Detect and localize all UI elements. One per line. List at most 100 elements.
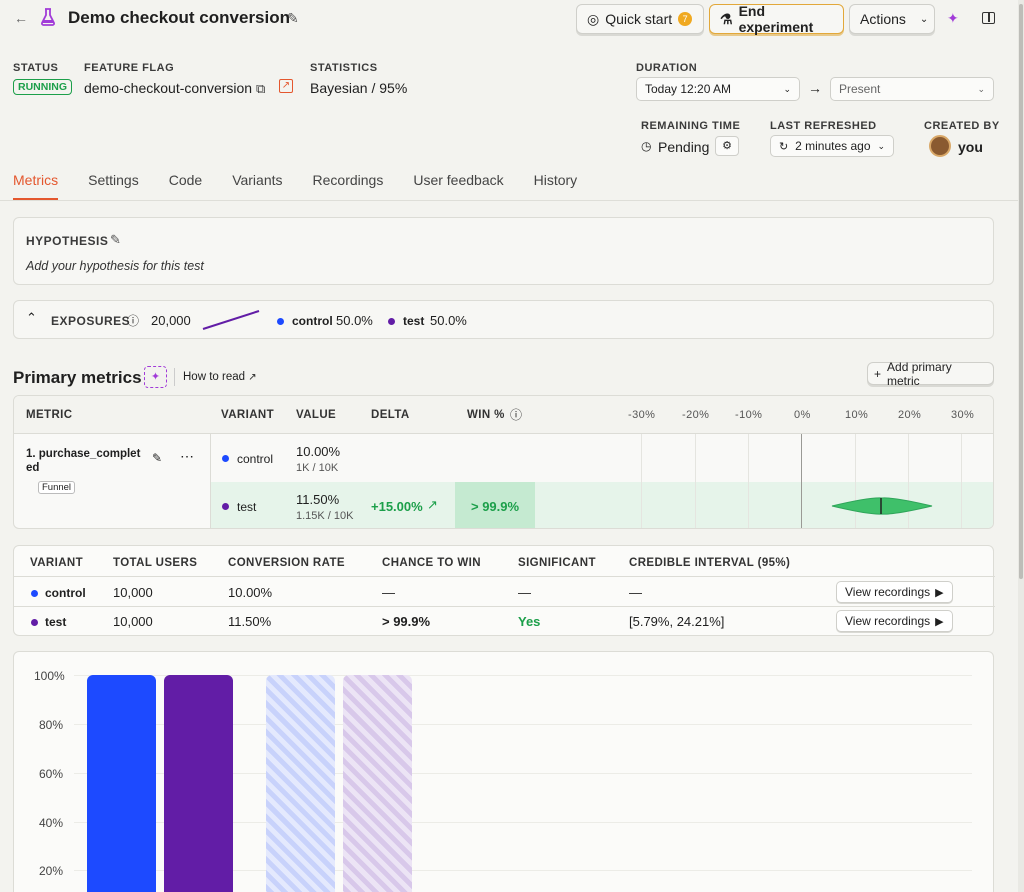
results-users: 10,000 (113, 614, 153, 629)
exposures-card: ⌃ EXPOSURES ⓘ 20,000 control 50.0% test … (13, 300, 994, 339)
control-dot (31, 590, 38, 597)
header-win: WIN % (467, 409, 505, 421)
tab-code[interactable]: Code (168, 172, 203, 188)
settings-gear-button[interactable]: ⚙ (715, 136, 739, 156)
chevron-down-icon: ⌄ (919, 13, 929, 25)
tab-recordings[interactable]: Recordings (312, 172, 384, 188)
how-to-read-link[interactable]: How to read ↗ (183, 371, 257, 383)
control-dot (222, 455, 229, 462)
edit-hypothesis-icon[interactable]: ✎ (110, 232, 121, 247)
copy-icon[interactable]: ⧉ (256, 81, 266, 96)
exposures-control-label: control (292, 314, 333, 328)
ai-sparkle-button[interactable]: ✦ (144, 366, 167, 388)
trend-up-icon: ↗ (427, 497, 438, 512)
chevron-down-icon: ⌄ (977, 83, 985, 94)
results-header: CREDIBLE INTERVAL (95%) (629, 557, 791, 569)
axis-tick: 30% (951, 409, 975, 421)
bar-test-hatched (343, 675, 412, 892)
actions-dropdown[interactable]: Actions ⌄ (849, 4, 935, 34)
credible-interval-violin (831, 497, 933, 515)
refresh-select[interactable]: ↻ 2 minutes ago ⌄ (770, 135, 894, 157)
value-control-sub: 1K / 10K (296, 462, 339, 474)
tab-metrics[interactable]: Metrics (13, 172, 59, 200)
exposures-label: EXPOSURES (51, 314, 131, 328)
results-users: 10,000 (113, 585, 153, 600)
add-primary-metric-button[interactable]: + Add primary metric (867, 360, 994, 388)
test-dot (31, 619, 38, 626)
test-dot (222, 503, 229, 510)
created-by-value: you (958, 139, 983, 155)
tab-variants[interactable]: Variants (232, 172, 283, 188)
sparkle-icon[interactable]: ✦ (947, 10, 959, 26)
edit-metric-icon[interactable]: ✎ (152, 451, 163, 465)
tab-user-feedback[interactable]: User feedback (413, 172, 504, 188)
tab-settings[interactable]: Settings (88, 172, 139, 188)
info-icon[interactable]: ⓘ (510, 408, 523, 422)
results-chance: > 99.9% (382, 614, 431, 629)
win-cell (455, 482, 535, 528)
clock-icon: ◷ (641, 139, 652, 153)
avatar (929, 135, 951, 157)
external-link-icon: ↗ (248, 372, 257, 383)
duration-start-select[interactable]: Today 12:20 AM ⌄ (636, 77, 800, 101)
y-tick: 80% (39, 718, 64, 732)
axis-tick: -30% (628, 409, 656, 421)
results-variant: test (45, 615, 67, 629)
zero-line (801, 434, 802, 528)
external-link-icon[interactable]: ↗ (279, 79, 293, 93)
exposures-test-label: test (403, 314, 425, 328)
results-header: CONVERSION RATE (228, 557, 345, 569)
results-table: VARIANT TOTAL USERS CONVERSION RATE CHAN… (13, 545, 995, 636)
delta-test: +15.00% (371, 499, 423, 514)
status-label: STATUS (13, 62, 59, 74)
table-row (14, 577, 995, 607)
feature-flag-label: FEATURE FLAG (84, 62, 175, 74)
quick-start-button[interactable]: ◎ Quick start 7 (576, 4, 704, 34)
results-chance: — (382, 585, 395, 600)
y-tick: 40% (39, 816, 64, 830)
value-test-sub: 1.15K / 10K (296, 510, 354, 522)
feature-flag-link[interactable]: demo-checkout-conversion (84, 80, 253, 96)
view-recordings-button[interactable]: View recordings ▶ (836, 610, 953, 632)
win-test: > 99.9% (471, 499, 520, 514)
view-recordings-button[interactable]: View recordings ▶ (836, 581, 953, 603)
tab-history[interactable]: History (533, 172, 578, 188)
expand-collapse-icon[interactable]: ⌃ (26, 310, 37, 325)
primary-metrics-table: METRIC VARIANT VALUE DELTA WIN % ⓘ -30% … (13, 395, 994, 529)
metric-name: 1. purchase_complet ed (26, 448, 141, 474)
duration-end-select[interactable]: Present ⌄ (830, 77, 994, 101)
value-control: 10.00% (296, 444, 341, 459)
bar-control (87, 675, 156, 892)
results-variant: control (45, 586, 86, 600)
back-arrow-icon[interactable]: ← (14, 10, 28, 26)
last-refreshed-label: LAST REFRESHED (770, 120, 877, 132)
end-experiment-button[interactable]: ⚗ End experiment (709, 3, 844, 35)
bar-control-hatched (266, 675, 335, 892)
play-icon: ▶ (935, 586, 944, 599)
test-dot (388, 318, 395, 325)
chevron-down-icon: ⌄ (783, 83, 791, 94)
sidebar-toggle-icon[interactable] (982, 12, 995, 24)
header-value: VALUE (296, 409, 337, 421)
scrollbar[interactable] (1018, 0, 1024, 892)
axis-tick: -20% (682, 409, 710, 421)
hypothesis-placeholder[interactable]: Add your hypothesis for this test (26, 259, 204, 273)
more-options-icon[interactable]: ⋯ (180, 448, 194, 464)
y-tick: 100% (34, 669, 65, 683)
bar-test (164, 675, 233, 892)
hypothesis-label: HYPOTHESIS (26, 234, 109, 248)
exposures-test-pct: 50.0% (430, 313, 467, 328)
results-rate: 10.00% (228, 585, 273, 600)
edit-title-icon[interactable]: ✎ (287, 10, 299, 26)
info-icon[interactable]: ⓘ (127, 314, 140, 328)
control-dot (277, 318, 284, 325)
hypothesis-card: HYPOTHESIS ✎ Add your hypothesis for thi… (13, 217, 994, 285)
results-rate: 11.50% (228, 614, 272, 629)
created-by-label: CREATED BY (924, 120, 1000, 132)
quick-start-count-badge: 7 (678, 12, 693, 26)
primary-metrics-title: Primary metrics (13, 368, 142, 387)
play-icon: ▶ (935, 615, 944, 628)
axis-tick: 10% (845, 409, 869, 421)
status-badge: RUNNING (13, 79, 72, 95)
results-header: SIGNIFICANT (518, 557, 596, 569)
